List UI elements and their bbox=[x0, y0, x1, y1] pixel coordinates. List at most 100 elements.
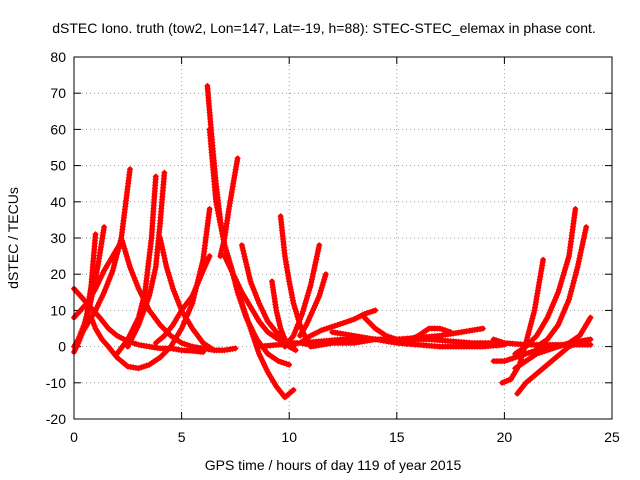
data-point bbox=[280, 359, 287, 366]
data-point bbox=[111, 259, 118, 266]
data-point bbox=[573, 266, 580, 273]
data-point bbox=[143, 300, 150, 307]
data-point bbox=[444, 328, 451, 335]
data-point bbox=[231, 273, 238, 280]
data-point bbox=[137, 316, 144, 323]
data-point bbox=[293, 311, 300, 317]
y-tick-label: 20 bbox=[50, 266, 66, 282]
data-point bbox=[166, 274, 173, 281]
data-point bbox=[252, 339, 259, 346]
data-point bbox=[283, 360, 290, 367]
data-point bbox=[249, 331, 256, 338]
data-point bbox=[218, 247, 225, 254]
data-point bbox=[93, 283, 100, 290]
data-point bbox=[261, 310, 267, 317]
data-point bbox=[564, 258, 571, 265]
data-point bbox=[157, 235, 164, 241]
data-point bbox=[578, 244, 585, 251]
data-point bbox=[286, 281, 293, 288]
data-point bbox=[240, 247, 247, 254]
data-point bbox=[242, 311, 249, 318]
data-point bbox=[255, 297, 261, 304]
data-point bbox=[292, 308, 299, 315]
data-point bbox=[95, 302, 101, 309]
data-point bbox=[135, 321, 142, 328]
data-point bbox=[558, 314, 565, 321]
data-point bbox=[279, 330, 286, 337]
data-point bbox=[305, 290, 312, 296]
data-point bbox=[237, 294, 244, 301]
data-point bbox=[364, 310, 371, 317]
data-point bbox=[575, 261, 582, 268]
data-point bbox=[150, 275, 157, 282]
data-point bbox=[525, 349, 532, 356]
data-point bbox=[262, 363, 269, 370]
data-point bbox=[536, 349, 543, 356]
data-point bbox=[235, 281, 242, 288]
data-point bbox=[383, 332, 389, 339]
data-point bbox=[146, 292, 153, 299]
data-point bbox=[372, 307, 379, 314]
data-point bbox=[575, 258, 582, 265]
data-point bbox=[238, 300, 245, 307]
data-point bbox=[173, 293, 180, 300]
data-point bbox=[106, 275, 113, 282]
data-point bbox=[158, 240, 165, 247]
chart-title: dSTEC Iono. truth (tow2, Lon=147, Lat=-1… bbox=[52, 20, 596, 36]
data-point bbox=[140, 363, 147, 370]
data-point bbox=[568, 285, 575, 292]
data-point bbox=[131, 274, 138, 281]
data-point bbox=[97, 297, 104, 304]
data-point bbox=[96, 277, 103, 284]
data-point bbox=[121, 245, 128, 252]
data-point bbox=[292, 347, 299, 354]
data-point bbox=[571, 274, 578, 281]
x-axis-label: GPS time / hours of day 119 of year 2015 bbox=[205, 457, 462, 473]
data-point bbox=[318, 327, 325, 334]
data-point bbox=[161, 255, 168, 262]
data-point bbox=[280, 333, 287, 340]
data-point bbox=[273, 307, 280, 314]
data-point bbox=[222, 255, 229, 262]
series-track bbox=[278, 213, 309, 342]
data-point bbox=[518, 353, 525, 360]
data-point bbox=[194, 280, 201, 287]
data-point bbox=[111, 262, 118, 269]
y-tick-label: 50 bbox=[50, 158, 66, 174]
data-point bbox=[238, 242, 245, 249]
data-point bbox=[553, 294, 559, 301]
data-point bbox=[573, 269, 580, 276]
data-point bbox=[224, 258, 231, 265]
x-tick-label: 5 bbox=[178, 429, 186, 445]
data-point bbox=[572, 206, 579, 212]
data-point bbox=[525, 329, 532, 336]
data-point bbox=[162, 261, 169, 268]
data-point bbox=[549, 302, 556, 308]
data-point bbox=[565, 255, 572, 262]
y-tick-label: 60 bbox=[50, 121, 66, 137]
data-point bbox=[166, 272, 172, 279]
data-point bbox=[86, 304, 93, 311]
data-point bbox=[108, 270, 115, 277]
data-point bbox=[123, 253, 130, 260]
data-point bbox=[246, 322, 253, 329]
data-point bbox=[261, 361, 267, 368]
data-point bbox=[574, 264, 581, 270]
data-point bbox=[562, 264, 569, 271]
data-point bbox=[321, 326, 328, 333]
data-point bbox=[501, 358, 508, 365]
data-point bbox=[118, 235, 125, 241]
data-point bbox=[186, 342, 193, 349]
data-point bbox=[291, 302, 298, 309]
data-point bbox=[331, 322, 338, 329]
data-point bbox=[442, 327, 449, 334]
data-point bbox=[310, 270, 317, 277]
data-point bbox=[566, 296, 572, 303]
series-14 bbox=[217, 155, 241, 260]
data-point bbox=[519, 350, 526, 357]
data-point bbox=[196, 275, 203, 282]
data-point bbox=[165, 269, 172, 276]
data-point bbox=[290, 387, 297, 393]
data-point bbox=[220, 240, 227, 247]
